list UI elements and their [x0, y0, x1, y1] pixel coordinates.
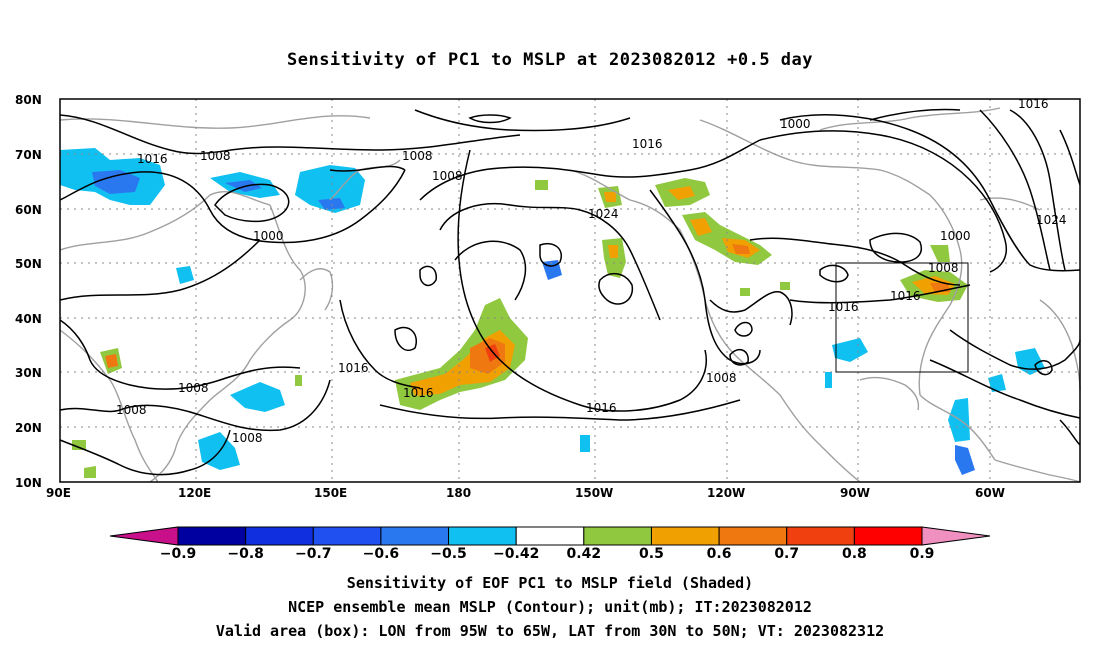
contour-label: 1016: [403, 386, 434, 400]
colorbar-label: 0.6: [707, 546, 732, 562]
colorbar-high-end: [921, 526, 991, 546]
colorbar-label: 0.42: [567, 546, 602, 562]
colorbar-label: 0.8: [842, 546, 867, 562]
figure-title: Sensitivity of PC1 to MSLP at 2023082012…: [286, 50, 813, 70]
contour-labels: 1016 1008 1008 1000 1008 1016 1024 1000 …: [116, 97, 1067, 445]
lon-label: 120E: [178, 486, 211, 500]
contour-label: 1016: [1018, 97, 1049, 111]
contour-label: 1016: [338, 361, 369, 375]
contour-label: 1024: [1036, 213, 1067, 227]
colorbar-cell: [650, 526, 720, 546]
lat-label: 70N: [15, 148, 42, 162]
graticule: [60, 99, 1080, 482]
lat-label: 50N: [15, 257, 42, 271]
colorbar-cell: [515, 526, 585, 546]
colorbar-cell: [380, 526, 450, 546]
contour-label: 1008: [928, 261, 959, 275]
lon-label: 180: [446, 486, 471, 500]
colorbar-cell: [448, 526, 517, 546]
contour-label: 1000: [253, 229, 284, 243]
lon-label: 90E: [46, 486, 71, 500]
contour-label: 1000: [780, 117, 811, 131]
colorbar-cell: [853, 526, 923, 546]
contour-label: 1016: [586, 401, 617, 415]
colorbar-label: 0.9: [910, 546, 935, 562]
colorbar: −0.9 −0.8 −0.7 −0.6 −0.5 −0.42 0.42 0.5 0.6 0.7 0.…: [109, 526, 991, 562]
colorbar-label: −0.9: [160, 546, 197, 562]
contour-label: 1016: [632, 137, 663, 151]
colorbar-label: −0.7: [295, 546, 332, 562]
lat-label: 10N: [15, 476, 42, 490]
longitude-labels: 90E 120E 150E 180 150W 120W 90W 60W: [46, 486, 1005, 500]
map-panel: 1016 1008 1008 1000 1008 1016 1024 1000 …: [59, 97, 1081, 483]
colorbar-label: −0.42: [493, 546, 539, 562]
contour-label: 1008: [402, 149, 433, 163]
contour-label: 1024: [588, 207, 619, 221]
mslp-contours: [59, 108, 1081, 476]
contour-label: 1008: [116, 403, 147, 417]
contour-label: 1008: [200, 149, 231, 163]
colorbar-cell: [312, 526, 382, 546]
latitude-labels: 80N 70N 60N 50N 40N 30N 20N 10N: [15, 93, 42, 490]
colorbar-cells: [177, 526, 923, 546]
lon-label: 120W: [707, 486, 745, 500]
colorbar-cell: [177, 526, 247, 546]
colorbar-label: −0.8: [227, 546, 264, 562]
contour-label: 1008: [178, 381, 209, 395]
contour-label: 1016: [137, 152, 168, 166]
lat-label: 40N: [15, 312, 42, 326]
colorbar-cell: [718, 526, 788, 546]
contour-label: 1008: [432, 169, 463, 183]
lon-label: 60W: [975, 486, 1005, 500]
lat-label: 20N: [15, 421, 42, 435]
colorbar-label: 0.5: [639, 546, 664, 562]
contour-label: 1008: [232, 431, 263, 445]
lon-label: 150E: [314, 486, 347, 500]
contour-label: 1008: [706, 371, 737, 385]
lon-label: 90W: [840, 486, 870, 500]
colorbar-label: 0.7: [774, 546, 799, 562]
colorbar-low-end: [109, 526, 179, 546]
map-frame: [59, 98, 1081, 483]
colorbar-cell: [786, 526, 855, 546]
colorbar-label: −0.5: [430, 546, 467, 562]
colorbar-labels: −0.9 −0.8 −0.7 −0.6 −0.5 −0.42 0.42 0.5 0.6 0.7 0.…: [160, 546, 935, 562]
caption-line-3: Valid area (box): LON from 95W to 65W, L…: [215, 622, 885, 640]
lat-label: 30N: [15, 366, 42, 380]
contour-label: 1016: [828, 300, 859, 314]
colorbar-label: −0.6: [363, 546, 400, 562]
caption-line-2: NCEP ensemble mean MSLP (Contour); unit(…: [288, 598, 812, 616]
lat-label: 80N: [15, 93, 42, 107]
valid-area-box: [835, 262, 969, 373]
lat-label: 60N: [15, 203, 42, 217]
contour-label: 1000: [940, 229, 971, 243]
contour-label: 1016: [890, 289, 921, 303]
lon-label: 150W: [575, 486, 613, 500]
colorbar-cell: [245, 526, 314, 546]
colorbar-cell: [583, 526, 652, 546]
caption-line-1: Sensitivity of EOF PC1 to MSLP field (Sh…: [346, 574, 754, 592]
